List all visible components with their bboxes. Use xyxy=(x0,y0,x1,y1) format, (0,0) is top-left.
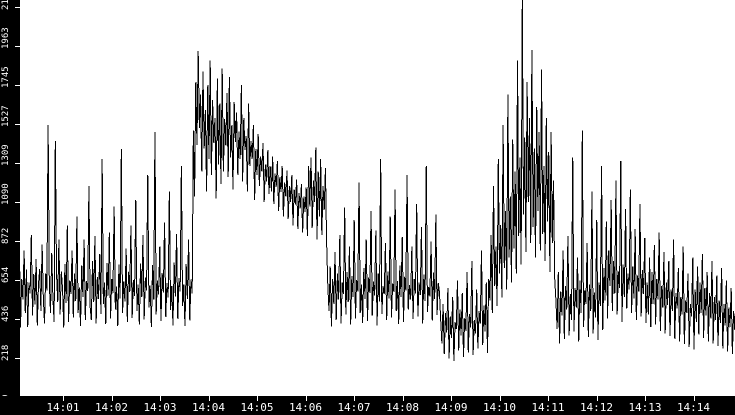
y-tick-label: 1745 xyxy=(1,66,11,88)
x-tick-label: 14:14 xyxy=(676,401,711,414)
x-tick-mark xyxy=(257,396,258,401)
x-tick-mark xyxy=(305,396,307,401)
y-tick-label: 1309 xyxy=(1,144,11,166)
x-tick-label: 14:04 xyxy=(191,401,226,414)
x-tick-mark xyxy=(499,396,501,401)
x-tick-mark xyxy=(402,396,404,401)
y-tick-label: 436 xyxy=(1,305,11,322)
x-tick-mark xyxy=(63,396,64,401)
x-tick-mark xyxy=(160,396,161,401)
x-axis-band: 14:01 14:02 14:03 14:04 14:05 14:06 14:07 14:08… xyxy=(0,396,735,415)
x-tick-label: 14:02 xyxy=(94,401,129,414)
x-tick-label: 14:07 xyxy=(337,401,371,414)
y-tick-label: 1527 xyxy=(1,105,11,127)
x-tick-label: 14:03 xyxy=(143,401,177,414)
x-tick-label: 14:08 xyxy=(385,401,420,414)
y-tick-mark xyxy=(15,358,20,359)
x-tick-mark xyxy=(208,396,210,401)
y-tick-label: 218 xyxy=(1,344,11,361)
y-tick-mark xyxy=(15,123,20,125)
x-tick-mark xyxy=(645,396,646,401)
y-tick-label: 654 xyxy=(1,266,11,283)
y-tick-label: 1963 xyxy=(1,27,11,49)
x-tick-label: 14:12 xyxy=(579,401,614,414)
x-tick-label: 14:10 xyxy=(482,401,517,414)
x-tick-mark xyxy=(451,396,452,401)
x-tick-label: 14:09 xyxy=(434,401,468,414)
x-tick-mark xyxy=(596,396,598,401)
y-tick-mark xyxy=(15,84,20,86)
y-tick-mark xyxy=(15,202,20,203)
y-tick-mark xyxy=(15,241,20,242)
y-tick-mark xyxy=(15,45,20,47)
x-tick-label: 14:05 xyxy=(240,401,274,414)
x-tick-label: 14:01 xyxy=(46,401,80,414)
y-tick-label: 2181 xyxy=(1,0,11,10)
y-tick-mark xyxy=(15,319,20,320)
x-tick-label: 14:06 xyxy=(288,401,323,414)
x-tick-label: 14:13 xyxy=(628,401,662,414)
y-tick-label: 872 xyxy=(1,227,11,244)
x-tick-mark xyxy=(354,396,355,401)
y-tick-mark xyxy=(15,280,20,281)
plot-area xyxy=(20,0,735,396)
y-axis-band xyxy=(0,0,20,396)
y-tick-mark xyxy=(15,162,20,164)
x-tick-mark xyxy=(693,396,695,401)
x-tick-mark xyxy=(548,396,549,401)
y-tick-label: 1090 xyxy=(1,183,11,205)
x-tick-mark xyxy=(111,396,113,401)
y-tick-mark xyxy=(15,6,20,8)
series-line xyxy=(20,0,735,396)
x-tick-label: 14:11 xyxy=(531,401,565,414)
